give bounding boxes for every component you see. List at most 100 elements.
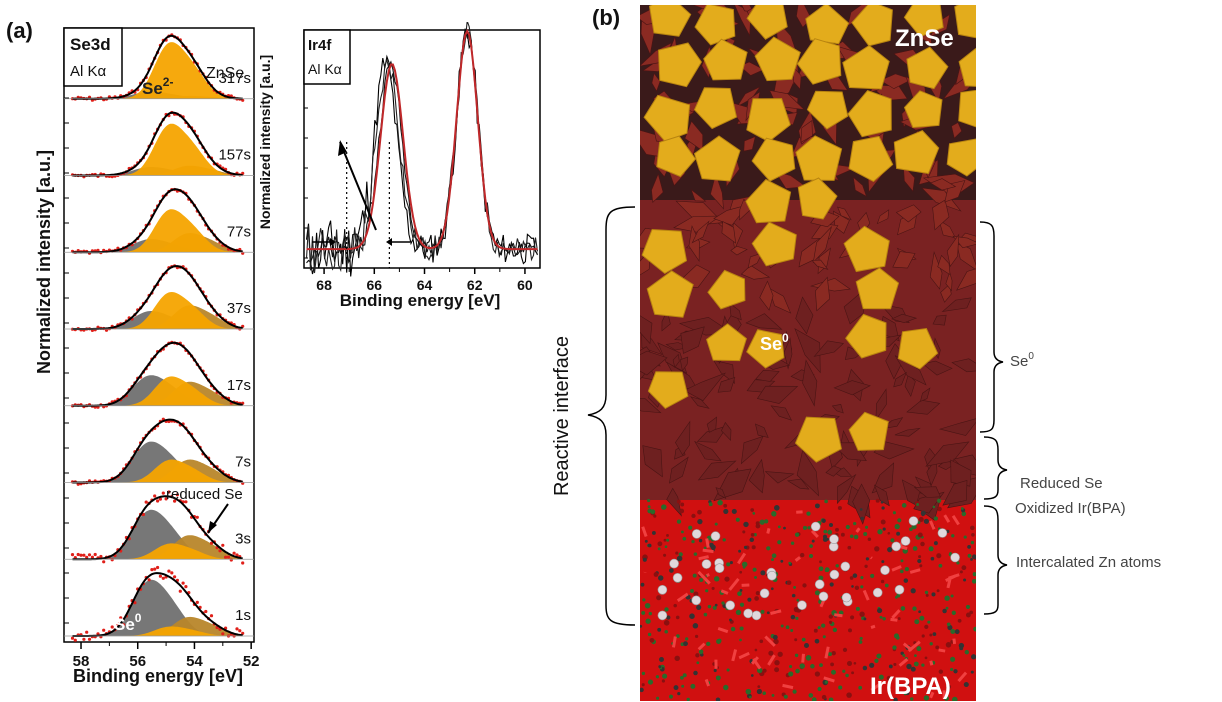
se3d-data-point <box>173 575 176 578</box>
irbpa-molecule-dot <box>708 605 711 608</box>
irbpa-molecule-dot <box>918 610 921 613</box>
irbpa-molecule-dot <box>759 639 763 643</box>
irbpa-molecule-dot <box>881 520 886 525</box>
irbpa-molecule-dot <box>664 539 667 542</box>
zn-atom <box>767 571 776 580</box>
irbpa-molecule-dot <box>802 583 806 587</box>
irbpa-molecule-dot <box>695 653 699 657</box>
irbpa-molecule-dot <box>648 544 652 548</box>
irbpa-molecule-dot <box>933 506 936 509</box>
irbpa-molecule-dot <box>865 526 868 529</box>
irbpa-molecule-dot <box>966 613 971 618</box>
zn-atom <box>881 566 890 575</box>
irbpa-molecule-dot <box>947 622 951 626</box>
irbpa-molecule-dot <box>793 586 796 589</box>
irbpa-molecule-dot <box>794 638 797 641</box>
irbpa-molecule-dot <box>699 578 703 582</box>
irbpa-bond <box>939 650 946 651</box>
irbpa-molecule-dot <box>942 609 946 613</box>
irbpa-molecule-dot <box>846 692 852 698</box>
zn-atom <box>692 596 701 605</box>
irbpa-molecule-dot <box>919 517 924 522</box>
irbpa-molecule-dot <box>721 601 724 604</box>
irbpa-molecule-dot <box>960 570 963 573</box>
irbpa-molecule-dot <box>893 663 896 666</box>
irbpa-molecule-dot <box>664 607 668 611</box>
irbpa-molecule-dot <box>753 568 757 572</box>
irbpa-molecule-dot <box>937 507 941 511</box>
se3d-data-point <box>111 558 114 561</box>
irbpa-molecule-dot <box>881 560 884 563</box>
irbpa-molecule-dot <box>669 695 673 699</box>
irbpa-molecule-dot <box>697 519 702 524</box>
irbpa-molecule-dot <box>971 541 974 544</box>
irbpa-molecule-dot <box>807 526 810 529</box>
irbpa-molecule-dot <box>656 595 661 600</box>
irbpa-molecule-dot <box>762 691 766 695</box>
se3d-ylabel: Normalized intensity [a.u.] <box>34 150 54 374</box>
zn-atom <box>892 542 901 551</box>
se3d-data-point <box>71 553 74 556</box>
irbpa-molecule-dot <box>916 503 919 506</box>
irbpa-molecule-dot <box>892 645 896 649</box>
irbpa-molecule-dot <box>909 527 913 531</box>
irbpa-molecule-dot <box>737 591 742 596</box>
irbpa-molecule-dot <box>650 509 655 514</box>
irbpa-molecule-dot <box>699 539 702 542</box>
irbpa-molecule-dot <box>754 596 759 601</box>
irbpa-molecule-dot <box>931 557 935 561</box>
irbpa-molecule-dot <box>677 692 680 695</box>
irbpa-molecule-dot <box>822 519 826 523</box>
irbpa-molecule-dot <box>645 619 650 624</box>
irbpa-molecule-dot <box>689 613 695 619</box>
irbpa-molecule-dot <box>919 564 922 567</box>
irbpa-molecule-dot <box>761 610 765 614</box>
irbpa-molecule-dot <box>676 616 680 620</box>
irbpa-molecule-dot <box>792 690 796 694</box>
irbpa-molecule-dot <box>803 526 807 530</box>
irbpa-molecule-dot <box>709 543 714 548</box>
se3d-sample-label: ZnSe <box>206 65 244 82</box>
irbpa-molecule-dot <box>723 509 728 514</box>
irbpa-molecule-dot <box>830 582 834 586</box>
irbpa-molecule-dot <box>788 562 791 565</box>
irbpa-molecule-dot <box>860 585 863 588</box>
zn-atom <box>901 537 910 546</box>
irbpa-molecule-dot <box>679 509 684 514</box>
irbpa-molecule-dot <box>951 534 954 537</box>
irbpa-bond <box>871 626 875 627</box>
irbpa-molecule-dot <box>800 553 804 557</box>
se3d-data-point <box>196 601 199 604</box>
zn-atom <box>670 559 679 568</box>
irbpa-molecule-dot <box>771 587 774 590</box>
irbpa-molecule-dot <box>818 687 822 691</box>
irbpa-molecule-dot <box>808 693 813 698</box>
se3d-series-label: 1s <box>235 607 251 624</box>
irbpa-molecule-dot <box>973 627 978 632</box>
se3d-title: Se3d <box>70 35 111 54</box>
reduced-se-annotation: reduced Se <box>166 486 243 503</box>
irbpa-molecule-dot <box>860 637 863 640</box>
irbpa-molecule-dot <box>792 594 796 598</box>
irbpa-bond <box>871 558 872 559</box>
irbpa-molecule-dot <box>749 696 752 699</box>
irbpa-molecule-dot <box>771 558 774 561</box>
irbpa-molecule-dot <box>962 512 967 517</box>
irbpa-molecule-dot <box>664 620 670 626</box>
irbpa-molecule-dot <box>881 506 884 509</box>
irbpa-molecule-dot <box>853 522 856 525</box>
irbpa-molecule-dot <box>831 651 835 655</box>
irbpa-molecule-dot <box>847 546 851 550</box>
irbpa-molecule-dot <box>877 529 882 534</box>
irbpa-molecule-dot <box>970 526 975 531</box>
zn-atom <box>744 609 753 618</box>
irbpa-molecule-dot <box>642 672 645 675</box>
irbpa-molecule-dot <box>846 525 850 529</box>
se3d-data-point <box>233 552 236 555</box>
irbpa-molecule-dot <box>950 657 955 662</box>
irbpa-molecule-dot <box>677 519 681 523</box>
irbpa-molecule-dot <box>963 578 966 581</box>
irbpa-molecule-dot <box>855 586 859 590</box>
irbpa-molecule-dot <box>934 516 938 520</box>
irbpa-molecule-dot <box>742 530 745 533</box>
